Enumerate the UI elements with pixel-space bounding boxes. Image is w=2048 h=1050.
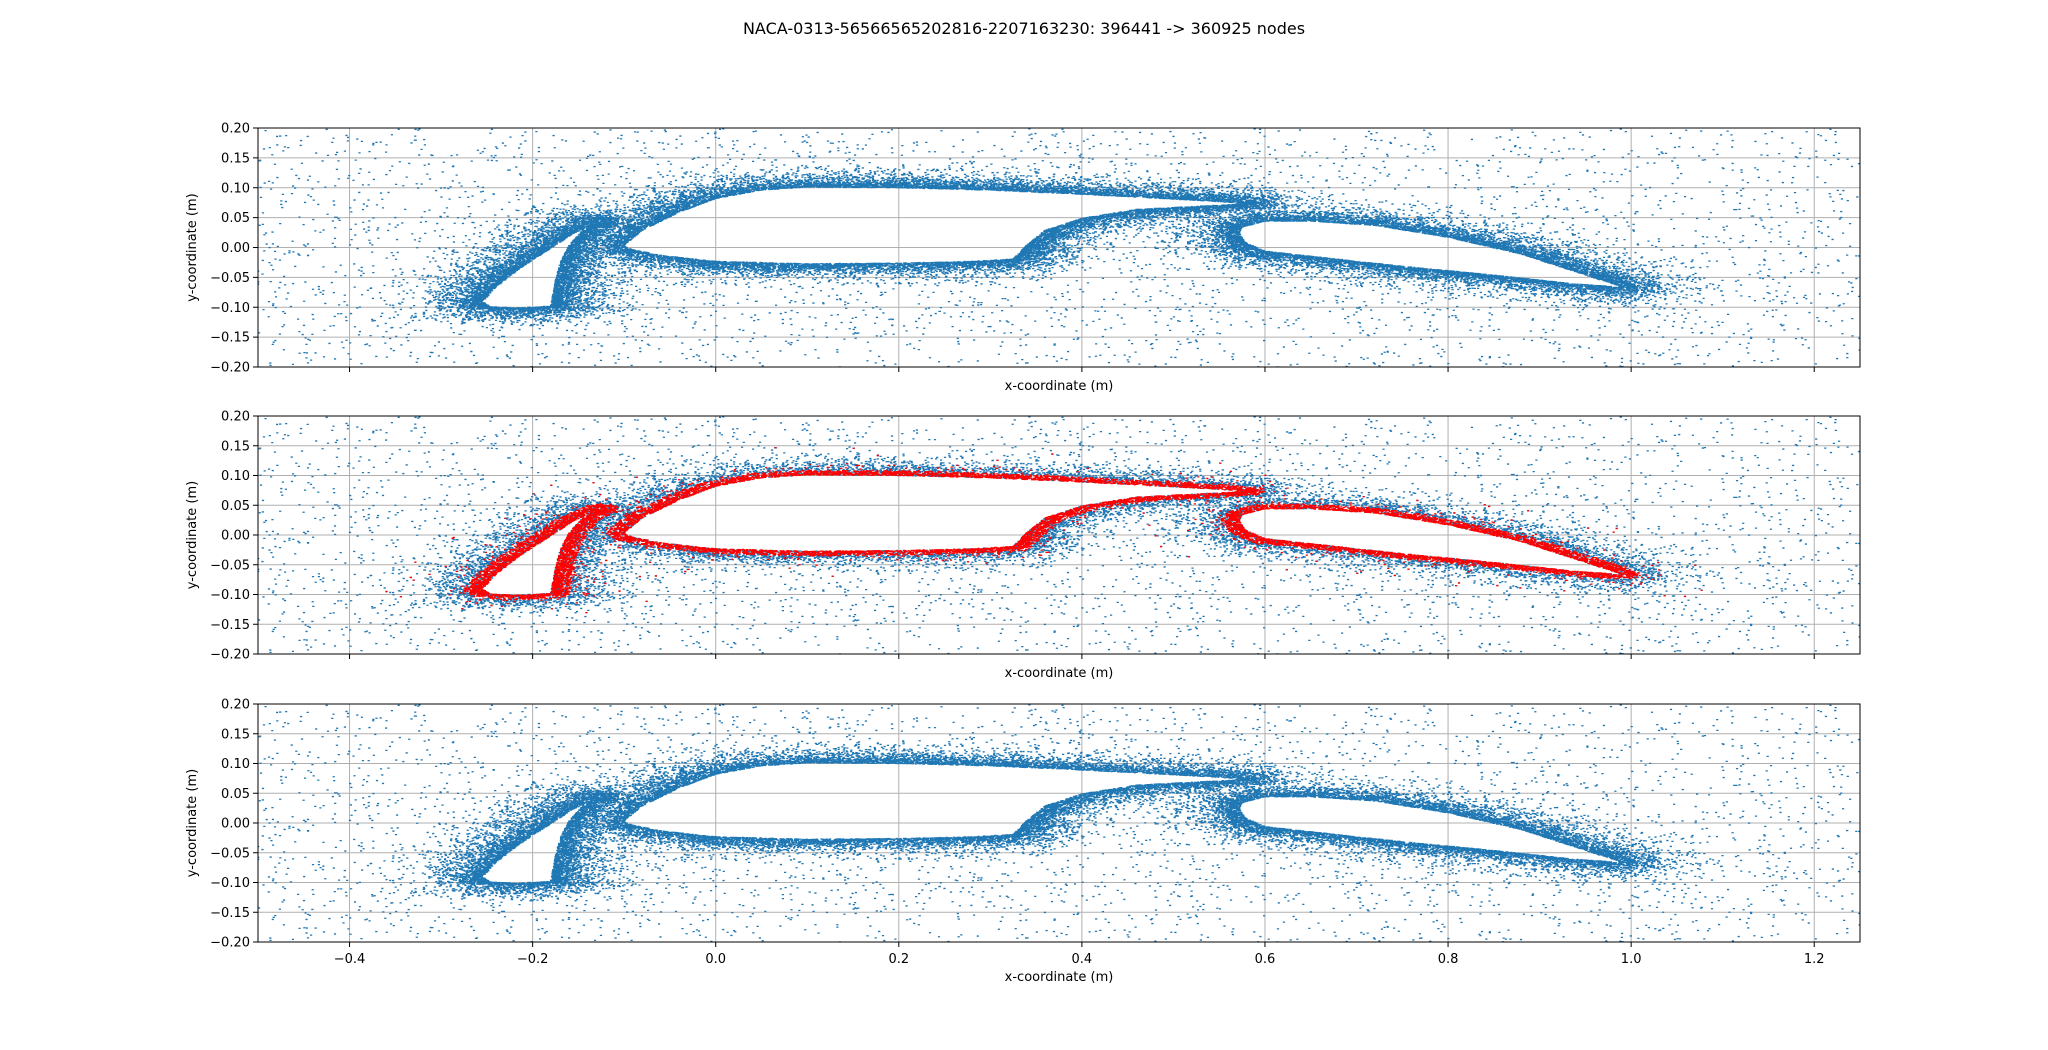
y-tick-label: 0.00 (221, 241, 250, 256)
y-axis-label: y-coordinate (m) (185, 481, 200, 589)
x-tick-label: 0.6 (1255, 952, 1276, 967)
y-tick-label: −0.20 (210, 361, 250, 376)
x-tick-label: −0.2 (517, 952, 549, 967)
x-axis-label: x-coordinate (m) (1005, 379, 1114, 394)
x-tick-label: 0.2 (888, 952, 909, 967)
y-tick-label: −0.15 (210, 906, 250, 921)
y-tick-label: −0.20 (210, 936, 250, 951)
y-tick-label: −0.20 (210, 648, 250, 663)
x-tick-label: 0.0 (705, 952, 726, 967)
y-tick-label: 0.15 (221, 151, 250, 166)
y-tick-label: 0.20 (221, 410, 250, 425)
y-tick-label: 0.05 (221, 211, 250, 226)
x-axis-label: x-coordinate (m) (1005, 970, 1114, 985)
y-tick-label: −0.05 (210, 558, 250, 573)
y-tick-label: 0.10 (221, 181, 250, 196)
y-tick-label: 0.00 (221, 529, 250, 544)
x-tick-label: 0.8 (1438, 952, 1459, 967)
y-tick-label: 0.10 (221, 469, 250, 484)
x-tick-label: −0.4 (334, 952, 366, 967)
x-axis-label: x-coordinate (m) (1005, 666, 1114, 681)
y-tick-label: 0.15 (221, 439, 250, 454)
figure-title: NACA-0313-56566565202816-2207163230: 396… (743, 19, 1305, 38)
y-tick-label: 0.10 (221, 757, 250, 772)
y-tick-label: −0.10 (210, 588, 250, 603)
y-tick-label: −0.05 (210, 271, 250, 286)
y-tick-label: 0.05 (221, 499, 250, 514)
x-tick-label: 0.4 (1072, 952, 1093, 967)
y-axis-label: y-coordinate (m) (185, 769, 200, 877)
y-tick-label: −0.10 (210, 301, 250, 316)
y-tick-label: −0.05 (210, 846, 250, 861)
y-tick-label: 0.20 (221, 698, 250, 713)
y-tick-label: 0.00 (221, 817, 250, 832)
y-tick-label: 0.05 (221, 787, 250, 802)
x-tick-label: 1.0 (1621, 952, 1642, 967)
y-tick-label: −0.15 (210, 618, 250, 633)
y-tick-label: −0.10 (210, 876, 250, 891)
y-tick-label: −0.15 (210, 331, 250, 346)
y-tick-label: 0.15 (221, 727, 250, 742)
y-axis-label: y-coordinate (m) (185, 193, 200, 301)
y-tick-label: 0.20 (221, 122, 250, 137)
x-tick-label: 1.2 (1804, 952, 1825, 967)
